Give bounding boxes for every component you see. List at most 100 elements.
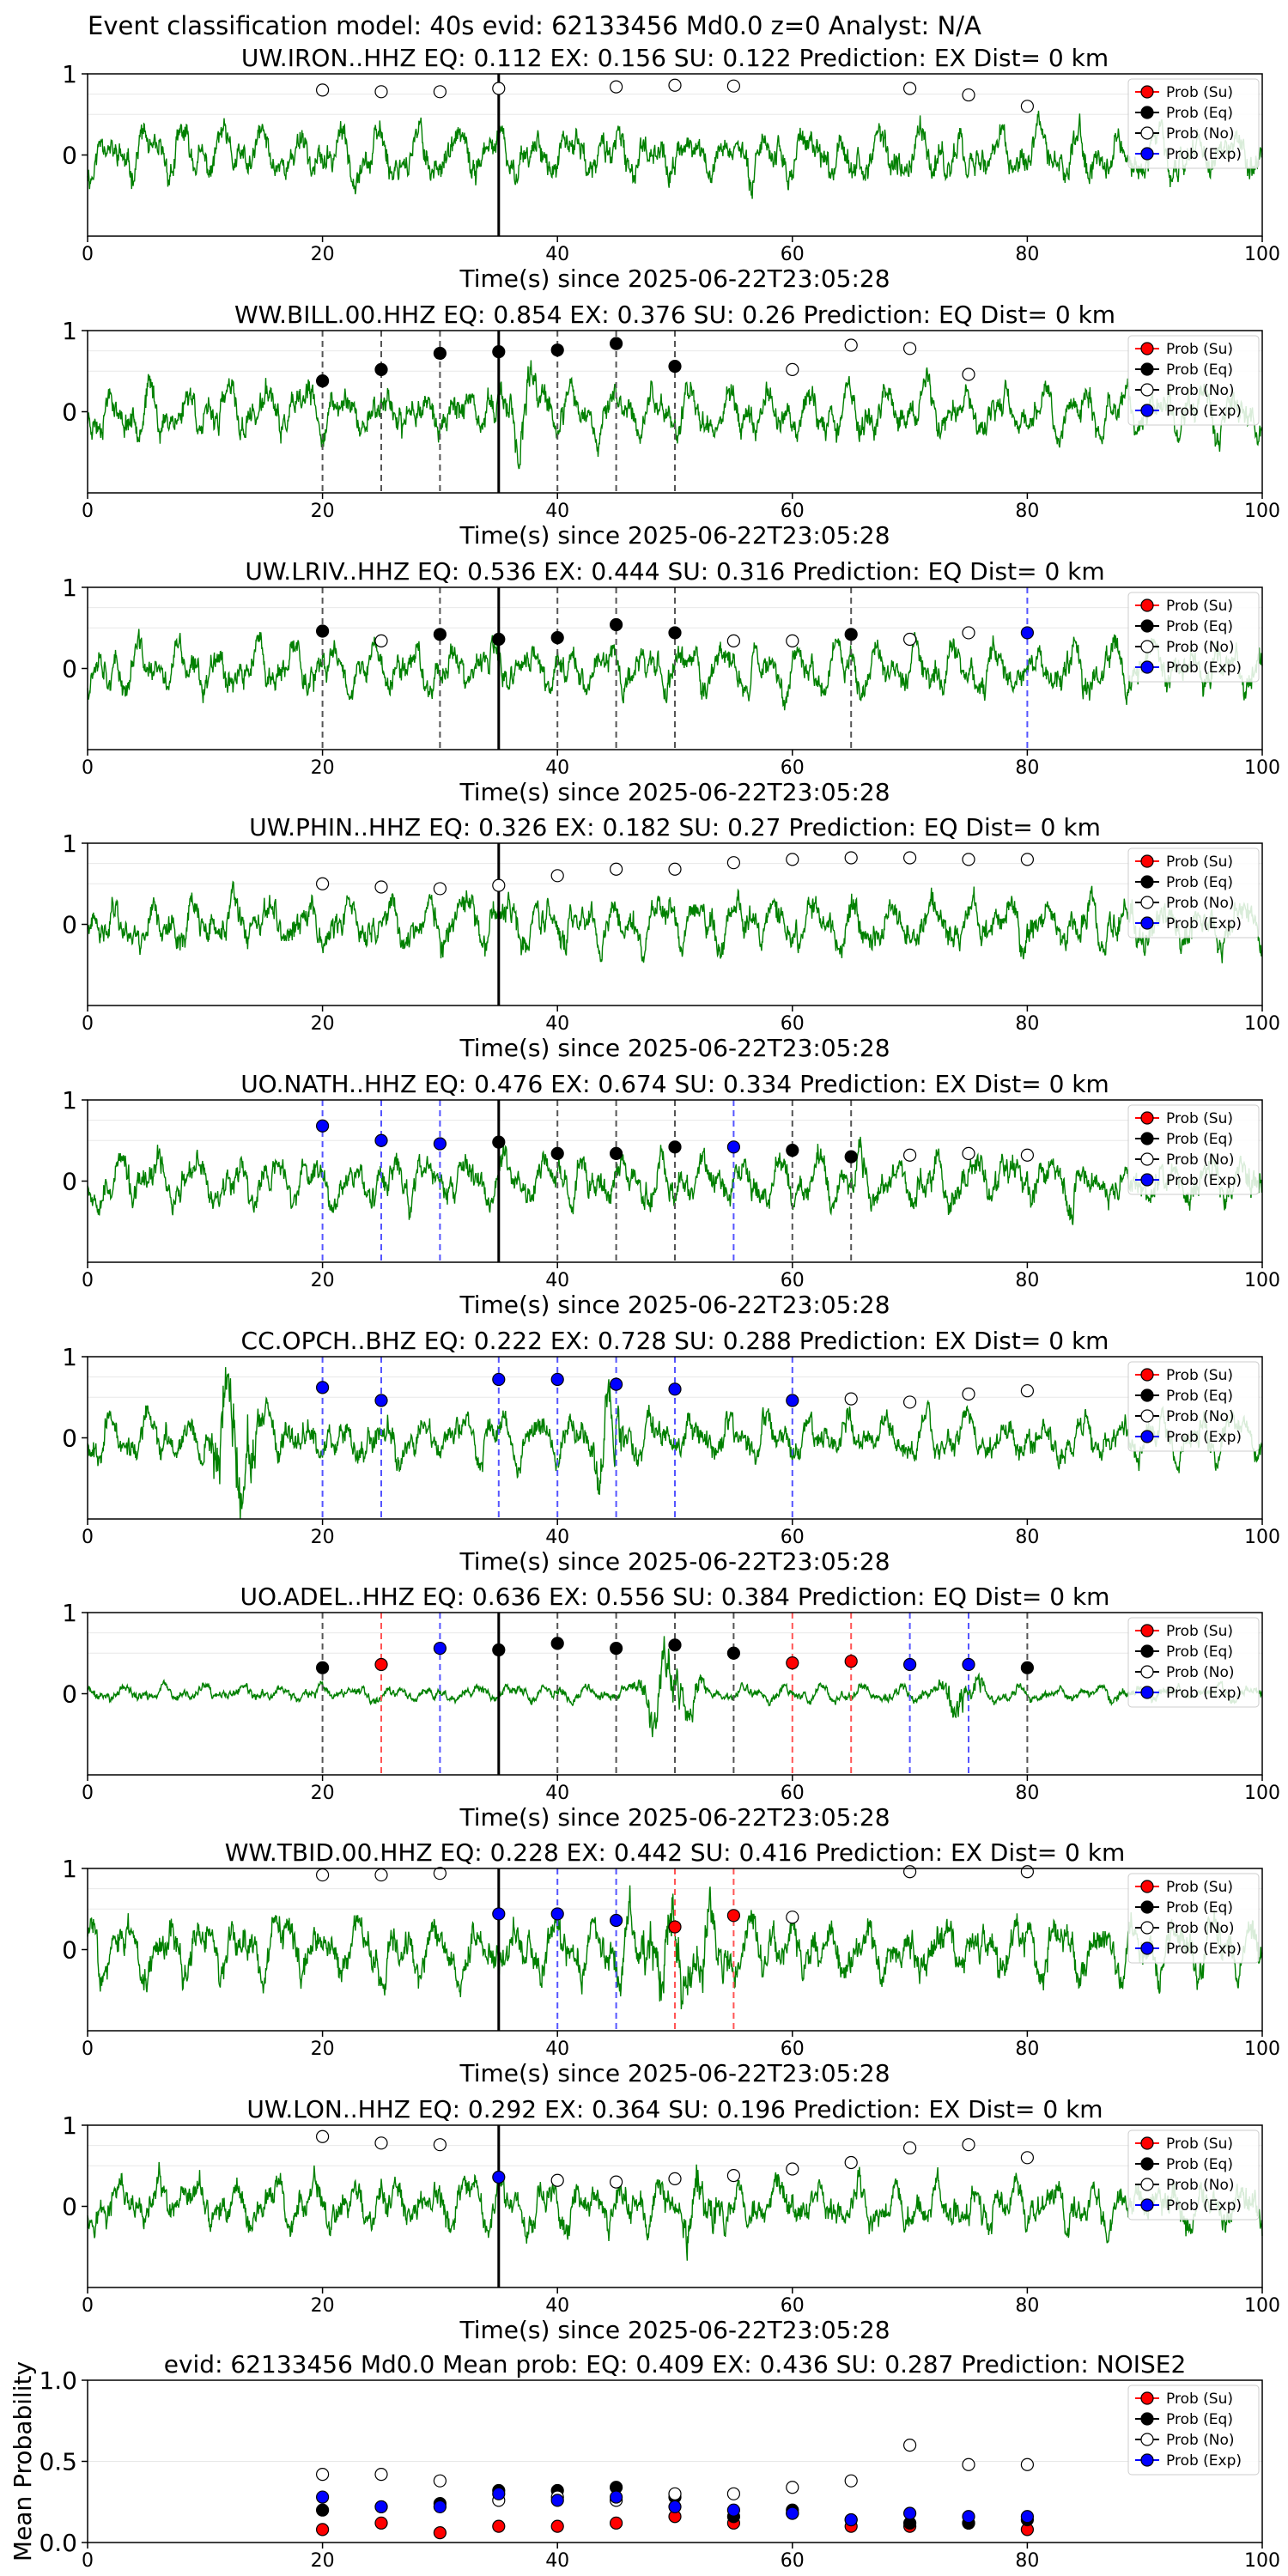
prob-marker-exp: [962, 1657, 975, 1672]
y-tick-label: 1: [62, 829, 77, 858]
mean-marker-no: [374, 2468, 388, 2482]
legend-box: [1127, 2385, 1260, 2476]
x-axis-label: Time(s) since 2025-06-22T23:05:28: [459, 2316, 890, 2344]
y-tick-label: 0.5: [39, 2448, 77, 2476]
panel-4: UW.PHIN..HHZ EQ: 0.326 EX: 0.182 SU: 0.2…: [62, 813, 1280, 1062]
prob-marker-no: [374, 85, 388, 99]
prob-marker-exp: [902, 1657, 917, 1672]
x-tick-label: 80: [1015, 2550, 1039, 2572]
legend-marker-eq: [1140, 2157, 1154, 2171]
prob-marker-exp: [374, 1394, 388, 1407]
panel-3: UW.LRIV..HHZ EQ: 0.536 EX: 0.444 SU: 0.3…: [62, 557, 1280, 806]
mean-marker-exp: [550, 2494, 564, 2507]
legend-marker-eq: [1140, 362, 1154, 376]
legend-marker-eq: [1140, 1644, 1154, 1658]
prob-marker-no: [902, 1148, 917, 1162]
y-tick-label: 1: [62, 317, 77, 345]
prob-marker-exp: [668, 1382, 682, 1396]
legend-label: Prob (Exp): [1166, 1172, 1242, 1189]
panel-title: WW.TBID.00.HHZ EQ: 0.228 EX: 0.442 SU: 0…: [225, 1838, 1126, 1867]
panel-title: UW.LON..HHZ EQ: 0.292 EX: 0.364 SU: 0.19…: [246, 2095, 1103, 2123]
legend-marker-no: [1140, 2433, 1154, 2446]
legend-marker-su: [1140, 2136, 1154, 2150]
x-tick-label: 0: [82, 1270, 94, 1291]
x-tick-label: 40: [545, 1270, 569, 1291]
mean-marker-no: [902, 2439, 917, 2452]
legend-label: Prob (Su): [1166, 2136, 1233, 2153]
y-tick-label: 0: [62, 1425, 77, 1453]
mean-marker-exp: [668, 2500, 682, 2514]
prob-marker-no: [550, 869, 564, 883]
x-tick-label: 20: [311, 757, 335, 779]
prob-marker-no: [433, 85, 447, 99]
prob-marker-exp: [316, 1119, 330, 1133]
legend-label: Prob (No): [1166, 1920, 1235, 1937]
prob-marker-eq: [492, 1135, 506, 1149]
prob-marker-no: [433, 2138, 447, 2152]
legend-label: Prob (Eq): [1166, 1388, 1233, 1405]
x-tick-label: 80: [1015, 244, 1039, 265]
prob-marker-eq: [550, 1146, 564, 1160]
panel-title: UW.IRON..HHZ EQ: 0.112 EX: 0.156 SU: 0.1…: [241, 44, 1109, 72]
prob-marker-no: [844, 1392, 858, 1406]
x-axis-label: Time(s) since 2025-06-22T23:05:28: [459, 521, 890, 550]
y-tick-label: 1.0: [39, 2366, 77, 2395]
x-axis-label: Time(s) since 2025-06-22T23:05:28: [459, 264, 890, 293]
prob-marker-no: [609, 862, 623, 876]
legend-marker-no: [1140, 383, 1154, 397]
prob-marker-no: [668, 862, 682, 876]
legend-marker-su: [1140, 854, 1154, 868]
panel-title: evid: 62133456 Md0.0 Mean prob: EQ: 0.40…: [164, 2350, 1187, 2379]
y-tick-label: 0: [62, 655, 77, 683]
x-tick-label: 80: [1015, 757, 1039, 779]
mean-marker-exp: [902, 2506, 917, 2520]
prob-marker-eq: [550, 630, 564, 645]
legend-marker-eq: [1140, 875, 1154, 889]
mean-marker-exp: [374, 2500, 388, 2514]
legend-label: Prob (Su): [1166, 1879, 1233, 1896]
mean-marker-no: [1020, 2458, 1035, 2471]
prob-marker-no: [668, 78, 682, 92]
panel-8: WW.TBID.00.HHZ EQ: 0.228 EX: 0.442 SU: 0…: [62, 1838, 1280, 2087]
x-tick-label: 100: [1244, 1527, 1280, 1548]
mean-marker-su: [374, 2516, 388, 2530]
prob-marker-no: [316, 1868, 330, 1882]
x-axis-label: Time(s) since 2025-06-22T23:05:28: [459, 2059, 890, 2087]
prob-marker-no: [844, 338, 858, 352]
prob-marker-no: [844, 2155, 858, 2170]
prob-marker-no: [962, 368, 975, 381]
panel-2: WW.BILL.00.HHZ EQ: 0.854 EX: 0.376 SU: 0…: [62, 301, 1280, 550]
prob-marker-no: [609, 2175, 623, 2189]
mean-marker-no: [962, 2458, 975, 2471]
legend-label: Prob (Exp): [1166, 2197, 1242, 2215]
prob-marker-eq: [316, 374, 330, 388]
prob-marker-no: [786, 1911, 799, 1924]
y-tick-label: 1: [62, 60, 77, 88]
legend-box: [1127, 335, 1260, 426]
prob-marker-exp: [492, 2170, 506, 2184]
legend-box: [1127, 1104, 1260, 1195]
prob-marker-eq: [433, 346, 447, 361]
x-tick-label: 60: [781, 1527, 805, 1548]
legend-marker-exp: [1140, 147, 1154, 161]
mean-marker-su: [433, 2526, 447, 2540]
y-tick-label: 1: [62, 574, 77, 602]
x-tick-label: 0: [82, 244, 94, 265]
prob-marker-eq: [609, 337, 623, 350]
prob-marker-no: [902, 1395, 917, 1409]
legend-marker-su: [1140, 1111, 1154, 1125]
legend-marker-su: [1140, 1880, 1154, 1893]
prob-marker-no: [492, 82, 506, 95]
legend-box: [1127, 1617, 1260, 1708]
prob-marker-exp: [492, 1907, 506, 1921]
mean-marker-exp: [786, 2506, 799, 2520]
legend-box: [1127, 1873, 1260, 1964]
y-tick-label: 0: [62, 2193, 77, 2221]
x-tick-label: 40: [545, 2550, 569, 2572]
prob-marker-no: [786, 634, 799, 647]
prob-marker-exp: [433, 1137, 447, 1151]
panel-title: WW.BILL.00.HHZ EQ: 0.854 EX: 0.376 SU: 0…: [234, 301, 1115, 329]
prob-marker-no: [609, 80, 623, 94]
legend-label: Prob (Exp): [1166, 915, 1242, 933]
legend-marker-exp: [1140, 404, 1154, 417]
